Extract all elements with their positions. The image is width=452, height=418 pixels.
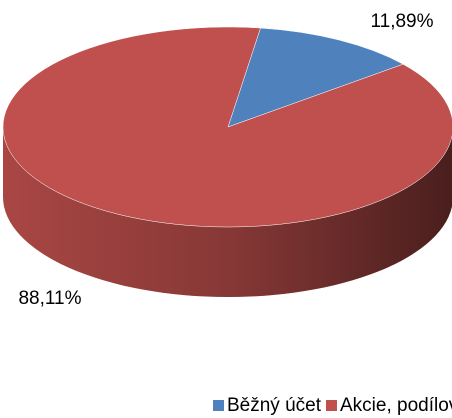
legend-label: Běžný účet <box>227 395 322 416</box>
data-label: 88,11% <box>18 288 81 309</box>
data-label: 11,89% <box>370 11 433 32</box>
slice <box>2 26 452 228</box>
slice <box>227 27 404 128</box>
legend-swatch <box>326 400 337 411</box>
legend-swatch <box>213 400 224 411</box>
side-shade <box>3 127 452 297</box>
legend-label: Akcie, podílové listy <box>340 395 452 416</box>
